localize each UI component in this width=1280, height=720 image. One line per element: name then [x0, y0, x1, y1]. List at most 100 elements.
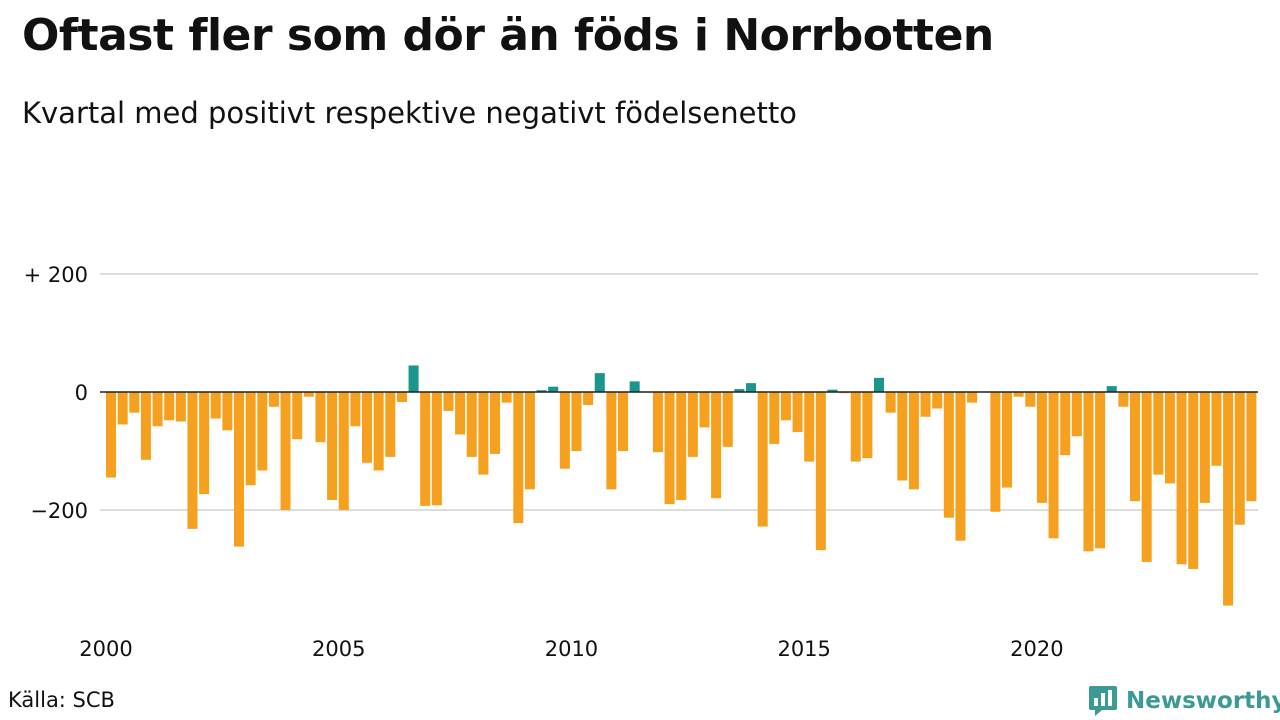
x-tick-label: 2010 [545, 637, 598, 661]
bar [1234, 392, 1245, 525]
bar [210, 392, 221, 419]
brand-logo: Newsworthy [1088, 684, 1280, 718]
bar [1246, 392, 1257, 502]
bar [1130, 392, 1141, 502]
bar [466, 392, 477, 457]
bar [315, 392, 326, 443]
bar [373, 392, 384, 471]
bar [676, 392, 687, 500]
bar [385, 392, 396, 457]
bar [1211, 392, 1222, 466]
bar [129, 392, 140, 413]
bar [1095, 392, 1106, 549]
bar [920, 392, 931, 417]
bar [1223, 392, 1234, 606]
bar [734, 389, 745, 392]
brand-name: Newsworthy [1126, 688, 1280, 714]
bar [594, 373, 605, 392]
bar [885, 392, 896, 413]
bar [524, 392, 535, 490]
bar [106, 392, 117, 478]
x-tick-label: 2020 [1010, 637, 1063, 661]
y-axis-ticks: + 200 0 −200 [24, 263, 88, 523]
bar [1060, 392, 1071, 456]
bar [1106, 386, 1117, 392]
x-tick-label: 2015 [777, 637, 830, 661]
bar [618, 392, 629, 451]
bar [862, 392, 873, 459]
bar [420, 392, 431, 506]
y-tick-label: + 200 [24, 263, 88, 287]
bar [1199, 392, 1210, 503]
bar [338, 392, 349, 510]
bar [199, 392, 210, 495]
bar [292, 392, 303, 440]
bar [280, 392, 291, 510]
bar [431, 392, 442, 506]
bar-chart: + 200 0 −200 2000 2005 2010 2015 2020 [24, 263, 1258, 661]
bar [1153, 392, 1164, 475]
bar [455, 392, 466, 435]
chart-subtitle: Kvartal med positivt respektive negativt… [22, 96, 797, 130]
chart-title: Oftast fler som dör än föds i Norrbotten [22, 10, 994, 61]
bar [1025, 392, 1036, 407]
bar [711, 392, 722, 499]
bar [874, 377, 885, 392]
bar [245, 392, 256, 486]
bar [303, 392, 314, 397]
bar [943, 392, 954, 518]
x-tick-label: 2005 [312, 637, 365, 661]
bar [559, 392, 570, 469]
bar [1176, 392, 1187, 565]
x-tick-label: 2000 [79, 637, 132, 661]
bar [1141, 392, 1152, 562]
bar [967, 392, 978, 403]
bars [106, 365, 1257, 606]
bar [897, 392, 908, 481]
bar [583, 392, 594, 405]
bar [722, 392, 733, 447]
bar [792, 392, 803, 433]
bar [443, 392, 454, 411]
bar [629, 381, 640, 392]
gridlines [100, 273, 1258, 511]
bar [140, 392, 151, 460]
bar [955, 392, 966, 541]
bar [536, 390, 547, 392]
bar [827, 389, 838, 392]
bar [769, 392, 780, 444]
bar [1013, 392, 1024, 397]
y-tick-label: 0 [75, 381, 88, 405]
bar [757, 392, 768, 527]
bar [222, 392, 233, 431]
bar [327, 392, 338, 500]
bar [804, 392, 815, 462]
bar [350, 392, 361, 427]
bar [175, 392, 186, 422]
bar [699, 392, 710, 428]
bar [1188, 392, 1199, 569]
bar [268, 392, 279, 407]
bar [501, 392, 512, 403]
bar [850, 392, 861, 462]
bar [117, 392, 128, 425]
bar [362, 392, 373, 463]
bar [1002, 392, 1013, 488]
bar [1164, 392, 1175, 484]
bar [606, 392, 617, 490]
bar [548, 386, 559, 392]
bar [932, 392, 943, 409]
bar [780, 392, 791, 421]
bar [1048, 392, 1059, 539]
bar [1071, 392, 1082, 437]
bar [187, 392, 198, 529]
y-tick-label: −200 [30, 499, 88, 523]
x-axis-ticks: 2000 2005 2010 2015 2020 [79, 637, 1063, 661]
bar [664, 392, 675, 505]
bar [687, 392, 698, 457]
bar [234, 392, 245, 547]
bar [990, 392, 1001, 512]
bar [1083, 392, 1094, 552]
bar [571, 392, 582, 451]
bar [815, 392, 826, 551]
